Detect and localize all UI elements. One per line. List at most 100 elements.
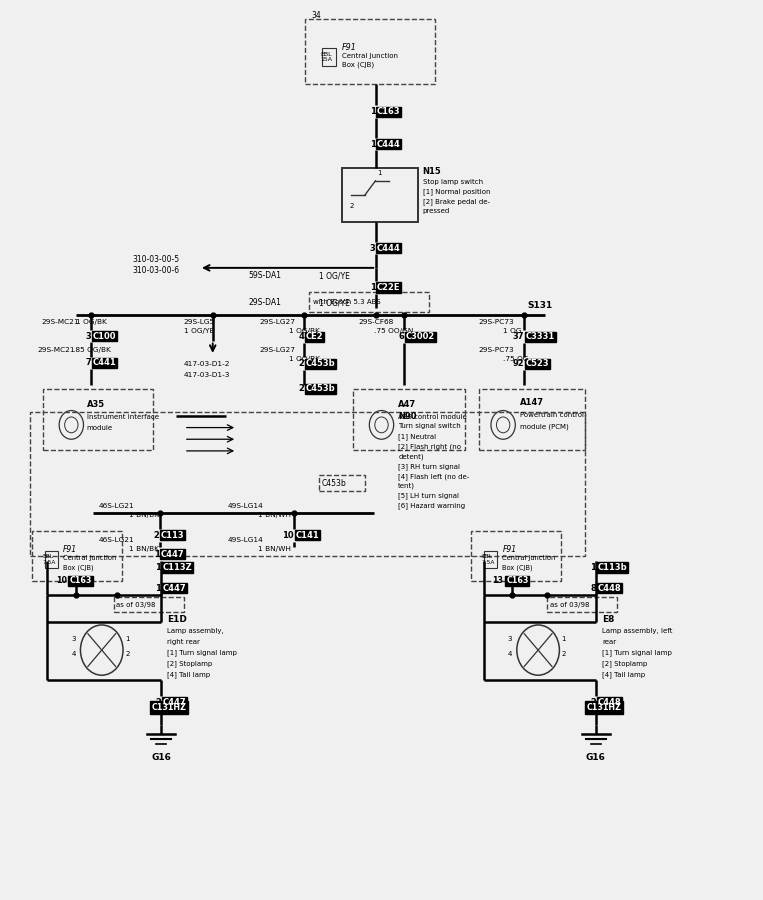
Text: .85 OG/BK: .85 OG/BK [72,346,111,353]
Text: C444: C444 [377,140,401,148]
Text: C131HZ: C131HZ [152,703,187,712]
Text: 3: 3 [72,636,76,642]
Text: module: module [86,426,113,431]
Text: 1 OO/BK: 1 OO/BK [288,356,320,363]
Text: 37: 37 [513,332,524,341]
Text: as of 03/98: as of 03/98 [549,602,589,608]
Text: 2: 2 [155,698,161,706]
Text: F91: F91 [63,545,77,554]
Text: F91: F91 [342,43,357,52]
Text: EBL
15A: EBL 15A [320,51,332,62]
Text: 29S-MC21: 29S-MC21 [41,319,79,325]
Text: F91: F91 [502,545,517,554]
Text: 417-03-D1-3: 417-03-D1-3 [184,372,230,378]
Text: C447: C447 [163,698,186,706]
Text: C444: C444 [377,244,401,253]
Text: 1 OG: 1 OG [503,328,522,334]
Text: C113b: C113b [597,563,627,572]
Text: N15: N15 [423,166,441,176]
Text: 1: 1 [125,636,130,642]
Text: 49S-LG14: 49S-LG14 [228,502,264,508]
Text: 29S-PC73: 29S-PC73 [479,319,514,325]
Text: 1 OG/YE: 1 OG/YE [319,272,350,281]
Text: [1] Normal position: [1] Normal position [423,188,490,195]
Text: [4] Flash left (no de-: [4] Flash left (no de- [398,472,469,480]
Text: [6] Hazard warning: [6] Hazard warning [398,502,465,509]
Text: 1 BN/WH: 1 BN/WH [259,511,291,517]
Text: C163: C163 [69,577,92,586]
Text: 1 BN/WH: 1 BN/WH [259,545,291,552]
Text: N90: N90 [398,411,417,420]
Text: C441: C441 [92,358,117,367]
Text: Central Junction: Central Junction [342,53,398,58]
Text: E1D: E1D [167,616,187,625]
Text: Instrument interface: Instrument interface [86,414,159,419]
Text: C453b: C453b [305,359,335,368]
Text: Turn signal switch: Turn signal switch [398,424,461,429]
Text: 6: 6 [398,332,404,341]
Text: [2] Brake pedal de-: [2] Brake pedal de- [423,198,490,205]
Text: 29S-DA1: 29S-DA1 [249,299,282,308]
Text: 46S-LG21: 46S-LG21 [98,502,134,508]
Text: 2: 2 [153,531,159,540]
Text: 1: 1 [155,563,161,572]
Text: 3: 3 [507,636,512,642]
Text: 2: 2 [590,698,596,706]
Text: 29S-LG27: 29S-LG27 [260,319,296,325]
Text: A47: A47 [398,400,417,409]
Text: .75 OO/GN: .75 OO/GN [374,328,413,334]
Text: 3: 3 [369,244,375,253]
Text: [4] Tail lamp: [4] Tail lamp [602,671,645,678]
Text: 59S-DA1: 59S-DA1 [249,272,282,281]
Text: 1: 1 [562,636,566,642]
Text: Lamp assembly,: Lamp assembly, [167,628,224,634]
Text: 3: 3 [85,331,91,340]
Text: 29S-CF68: 29S-CF68 [359,319,394,325]
Text: 2: 2 [125,652,130,657]
Text: Lamp assembly, left: Lamp assembly, left [602,628,672,634]
Text: G16: G16 [151,753,171,762]
Text: 8: 8 [590,584,596,593]
Text: Box (CJB): Box (CJB) [63,564,94,571]
Text: [2] Flash right (no: [2] Flash right (no [398,443,461,450]
Text: 1: 1 [590,563,596,572]
Text: Stop lamp switch: Stop lamp switch [423,178,483,184]
Text: C22E: C22E [377,284,401,292]
Text: S131: S131 [527,301,552,310]
Text: C453b: C453b [321,479,346,488]
Bar [45,552,58,569]
Text: 49S-LG14: 49S-LG14 [228,536,264,543]
Text: [4] Tail lamp: [4] Tail lamp [167,671,211,678]
Bar [504,576,529,587]
Text: 2: 2 [349,202,354,209]
Text: EBL
7.5A: EBL 7.5A [482,554,495,565]
Text: 1: 1 [153,550,159,559]
Text: C163: C163 [506,577,529,586]
Text: as of 03/98: as of 03/98 [116,602,156,608]
Text: 10: 10 [282,531,294,540]
Text: 1: 1 [369,284,375,292]
Text: right rear: right rear [167,639,200,644]
Text: Box (CJB): Box (CJB) [502,564,533,571]
Text: 29S-MC21: 29S-MC21 [38,346,76,353]
Text: tent): tent) [398,482,415,490]
Text: C448: C448 [597,584,621,593]
Bar [585,701,623,714]
Text: [2] Stoplamp: [2] Stoplamp [602,661,647,667]
Text: [2] Stoplamp: [2] Stoplamp [167,661,212,667]
Text: 92: 92 [513,359,524,368]
Text: [1] Neutral: [1] Neutral [398,433,436,440]
Text: 2: 2 [298,384,304,393]
Text: 1: 1 [369,107,375,116]
Text: 1 BN/BK: 1 BN/BK [129,511,159,517]
Text: 1 BN/BK: 1 BN/BK [129,545,159,552]
Text: 29S-PC73: 29S-PC73 [479,347,514,354]
Text: 1: 1 [377,170,382,176]
Text: 1: 1 [369,140,375,148]
Text: 1: 1 [155,584,161,593]
Text: C113Z: C113Z [163,563,192,572]
Text: [5] LH turn signal: [5] LH turn signal [398,492,459,500]
Text: 13: 13 [492,577,503,586]
Text: 4: 4 [508,652,512,657]
Text: 417-03-D1-2: 417-03-D1-2 [184,361,230,367]
